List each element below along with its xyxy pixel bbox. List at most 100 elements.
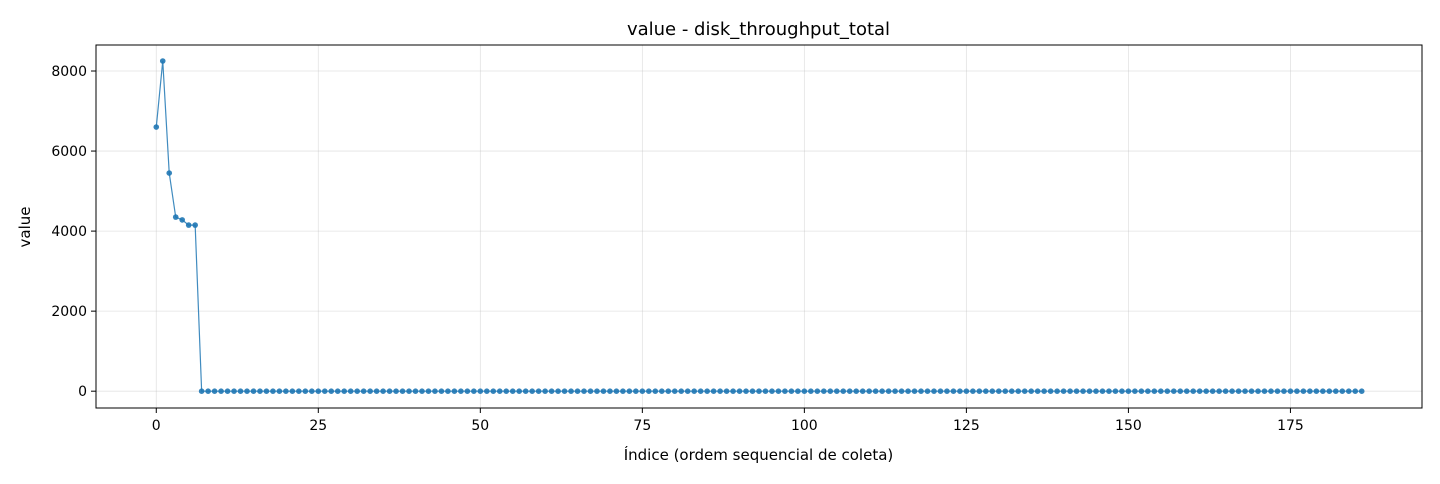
- data-point: [1229, 388, 1235, 394]
- data-point: [315, 388, 322, 394]
- data-point: [1138, 388, 1145, 394]
- data-point: [172, 214, 179, 220]
- data-point: [1358, 388, 1365, 394]
- data-point: [509, 388, 516, 394]
- data-point: [1177, 388, 1184, 394]
- series-line: [155, 60, 1362, 392]
- data-point: [710, 388, 717, 394]
- data-point: [658, 388, 665, 394]
- data-point: [808, 388, 814, 394]
- data-point: [743, 388, 749, 394]
- data-point: [697, 388, 704, 394]
- data-point: [879, 388, 885, 394]
- data-point: [321, 388, 328, 394]
- data-point: [1183, 388, 1190, 394]
- data-point: [296, 388, 302, 394]
- data-point: [419, 388, 425, 394]
- data-point: [360, 388, 367, 394]
- data-point: [633, 388, 639, 394]
- data-point: [548, 388, 555, 394]
- data-point: [950, 388, 957, 394]
- data-point: [1034, 388, 1041, 394]
- data-point: [1028, 388, 1034, 394]
- data-point: [1255, 388, 1261, 394]
- data-point: [795, 388, 801, 394]
- data-point: [328, 388, 335, 394]
- data-point: [477, 388, 484, 394]
- data-point: [289, 388, 296, 394]
- data-point: [373, 388, 380, 394]
- data-point: [412, 388, 419, 394]
- data-point: [723, 388, 730, 394]
- y-tick-label: 2000: [51, 304, 87, 320]
- data-point: [1287, 388, 1294, 394]
- data-point: [276, 388, 283, 394]
- data-point: [749, 388, 756, 394]
- data-point: [205, 388, 211, 394]
- data-point: [775, 388, 782, 394]
- data-point: [341, 388, 348, 394]
- x-tick-label: 0: [152, 418, 161, 434]
- data-point: [263, 388, 270, 394]
- data-point: [717, 388, 723, 394]
- data-point: [1339, 388, 1346, 394]
- data-point: [231, 388, 237, 394]
- data-point: [827, 388, 834, 394]
- data-point: [438, 388, 445, 394]
- chart-title: value - disk_throughput_total: [627, 19, 890, 40]
- data-point: [347, 388, 354, 394]
- x-tick-label: 125: [953, 418, 980, 434]
- data-point: [1333, 388, 1339, 394]
- data-point: [626, 388, 633, 394]
- data-point: [1125, 388, 1132, 394]
- data-point: [652, 388, 659, 394]
- data-point: [801, 388, 808, 394]
- data-point: [1222, 388, 1229, 394]
- x-tick-label: 150: [1115, 418, 1142, 434]
- data-point: [309, 388, 315, 394]
- data-point: [762, 388, 769, 394]
- data-point: [1086, 388, 1093, 394]
- data-point: [995, 388, 1002, 394]
- x-tick-label: 175: [1277, 418, 1304, 434]
- data-point: [989, 388, 996, 394]
- data-point: [283, 388, 289, 394]
- data-point: [594, 388, 600, 394]
- y-tick-label: 8000: [51, 64, 87, 80]
- y-tick-label: 4000: [51, 224, 87, 240]
- data-point: [1352, 388, 1359, 394]
- data-point: [568, 388, 574, 394]
- data-point: [846, 388, 853, 394]
- data-point: [458, 388, 464, 394]
- data-point: [1248, 388, 1255, 394]
- x-tick-label: 75: [633, 418, 651, 434]
- data-point: [380, 388, 386, 394]
- data-point: [1008, 388, 1015, 394]
- data-point: [691, 388, 697, 394]
- data-point: [872, 388, 879, 394]
- data-point: [769, 388, 775, 394]
- data-point: [1242, 388, 1248, 394]
- data-point: [866, 388, 872, 394]
- data-point: [496, 388, 503, 394]
- data-point: [302, 388, 309, 394]
- data-point: [179, 217, 185, 223]
- data-point: [963, 388, 970, 394]
- data-point: [1307, 388, 1313, 394]
- data-point: [516, 388, 523, 394]
- data-point: [334, 388, 341, 394]
- data-point: [840, 388, 847, 394]
- data-point: [937, 388, 944, 394]
- data-point: [944, 388, 950, 394]
- data-point: [451, 388, 458, 394]
- data-point: [788, 388, 795, 394]
- data-point: [1300, 388, 1307, 394]
- data-point: [607, 388, 613, 394]
- data-point: [1216, 388, 1222, 394]
- data-point: [1235, 388, 1242, 394]
- data-point: [1119, 388, 1125, 394]
- data-point: [918, 388, 924, 394]
- data-point: [620, 388, 626, 394]
- y-tick-label: 6000: [51, 144, 87, 160]
- data-point: [983, 388, 989, 394]
